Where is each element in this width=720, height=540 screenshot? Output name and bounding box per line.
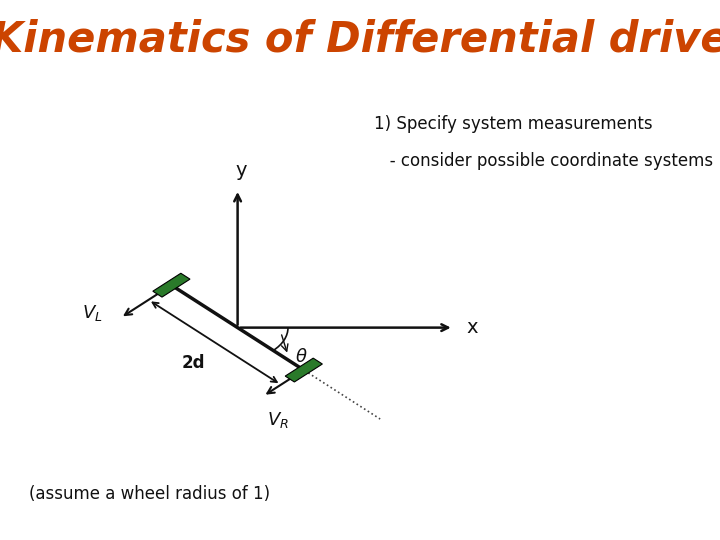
Text: 2d: 2d [181, 354, 204, 372]
Polygon shape [153, 273, 190, 297]
Text: 1) Specify system measurements: 1) Specify system measurements [374, 115, 653, 133]
Text: $\theta$: $\theta$ [295, 348, 308, 367]
Text: - consider possible coordinate systems: - consider possible coordinate systems [374, 152, 714, 170]
Polygon shape [285, 358, 323, 382]
Text: (assume a wheel radius of 1): (assume a wheel radius of 1) [29, 485, 270, 503]
Text: $V_R$: $V_R$ [266, 410, 289, 430]
Text: $V_L$: $V_L$ [82, 303, 102, 323]
Text: y: y [235, 161, 247, 180]
Text: x: x [467, 318, 478, 337]
Text: Kinematics of Differential drive: Kinematics of Differential drive [0, 18, 720, 60]
